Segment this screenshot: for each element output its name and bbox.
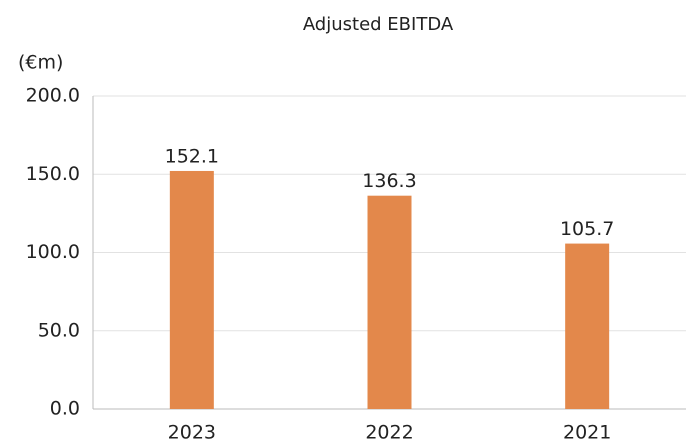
bar — [169, 170, 214, 409]
data-label: 152.1 — [165, 145, 219, 167]
y-tick-label: 0.0 — [50, 398, 80, 420]
y-axis-label: (€m) — [18, 52, 63, 74]
data-label: 105.7 — [560, 218, 614, 240]
bar — [565, 243, 610, 409]
x-tick-label: 2022 — [365, 422, 413, 443]
x-tick-label: 2023 — [168, 422, 216, 443]
chart-title: Adjusted EBITDA — [303, 14, 454, 35]
x-tick-label: 2021 — [563, 422, 611, 443]
y-tick-label: 150.0 — [26, 163, 80, 185]
y-tick-label: 100.0 — [26, 241, 80, 263]
bar — [367, 195, 412, 409]
y-tick-label: 50.0 — [38, 319, 80, 341]
data-label: 136.3 — [362, 170, 416, 192]
y-tick-label: 200.0 — [26, 85, 80, 107]
